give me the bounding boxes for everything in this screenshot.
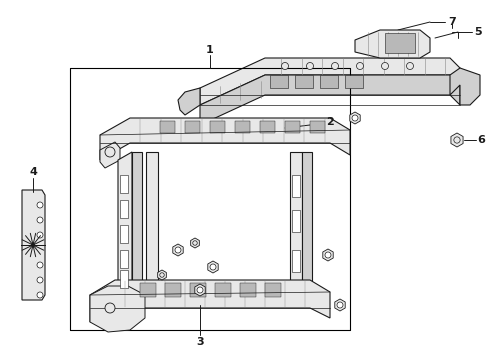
Polygon shape	[319, 75, 337, 88]
Polygon shape	[22, 190, 45, 300]
Polygon shape	[207, 261, 218, 273]
Text: 6: 6	[476, 135, 484, 145]
Polygon shape	[120, 200, 128, 218]
Polygon shape	[90, 280, 329, 322]
Circle shape	[406, 63, 413, 69]
Polygon shape	[302, 152, 311, 295]
Circle shape	[356, 63, 363, 69]
Circle shape	[197, 287, 203, 293]
Polygon shape	[120, 175, 128, 193]
Circle shape	[37, 202, 43, 208]
Polygon shape	[172, 244, 183, 256]
Text: 3: 3	[196, 337, 203, 347]
Circle shape	[381, 63, 387, 69]
Polygon shape	[209, 121, 224, 133]
Polygon shape	[449, 68, 479, 105]
Circle shape	[37, 232, 43, 238]
Polygon shape	[345, 75, 362, 88]
Circle shape	[105, 303, 115, 313]
Text: 4: 4	[29, 167, 37, 177]
Polygon shape	[322, 249, 332, 261]
Polygon shape	[194, 284, 205, 296]
Circle shape	[192, 241, 197, 245]
Polygon shape	[118, 152, 132, 298]
Polygon shape	[260, 121, 274, 133]
Polygon shape	[160, 121, 175, 133]
Text: 7: 7	[447, 17, 455, 27]
Polygon shape	[289, 152, 302, 295]
Polygon shape	[184, 121, 200, 133]
Circle shape	[453, 137, 459, 143]
Polygon shape	[190, 238, 199, 248]
Polygon shape	[140, 283, 156, 297]
Polygon shape	[132, 152, 142, 290]
Polygon shape	[157, 270, 166, 280]
Circle shape	[37, 277, 43, 283]
Polygon shape	[120, 250, 128, 268]
Polygon shape	[240, 283, 256, 297]
Circle shape	[281, 63, 288, 69]
Polygon shape	[269, 75, 287, 88]
Polygon shape	[334, 299, 345, 311]
Polygon shape	[349, 112, 360, 124]
Polygon shape	[200, 58, 459, 105]
Circle shape	[325, 252, 330, 258]
Circle shape	[31, 243, 35, 247]
Polygon shape	[100, 118, 349, 160]
Text: 1: 1	[206, 45, 213, 55]
Polygon shape	[285, 121, 299, 133]
Circle shape	[331, 63, 338, 69]
Polygon shape	[291, 175, 299, 197]
Polygon shape	[90, 286, 145, 332]
Circle shape	[37, 217, 43, 223]
Circle shape	[175, 247, 181, 253]
Circle shape	[336, 302, 342, 308]
Text: 2: 2	[325, 117, 333, 127]
Polygon shape	[294, 75, 312, 88]
Text: 5: 5	[473, 27, 481, 37]
Circle shape	[37, 262, 43, 268]
Circle shape	[209, 264, 216, 270]
Circle shape	[351, 115, 357, 121]
Polygon shape	[291, 210, 299, 232]
Polygon shape	[309, 121, 325, 133]
Polygon shape	[384, 33, 414, 53]
Circle shape	[105, 147, 115, 157]
Polygon shape	[164, 283, 181, 297]
Polygon shape	[190, 283, 205, 297]
Circle shape	[306, 63, 313, 69]
Circle shape	[37, 292, 43, 298]
Polygon shape	[291, 250, 299, 272]
Polygon shape	[354, 30, 429, 58]
Polygon shape	[100, 142, 120, 168]
Circle shape	[160, 273, 164, 277]
Polygon shape	[178, 88, 200, 115]
Polygon shape	[146, 152, 158, 290]
Polygon shape	[200, 75, 459, 125]
Polygon shape	[450, 133, 462, 147]
Polygon shape	[120, 270, 128, 288]
Polygon shape	[264, 283, 281, 297]
Polygon shape	[235, 121, 249, 133]
Polygon shape	[215, 283, 230, 297]
Polygon shape	[120, 225, 128, 243]
